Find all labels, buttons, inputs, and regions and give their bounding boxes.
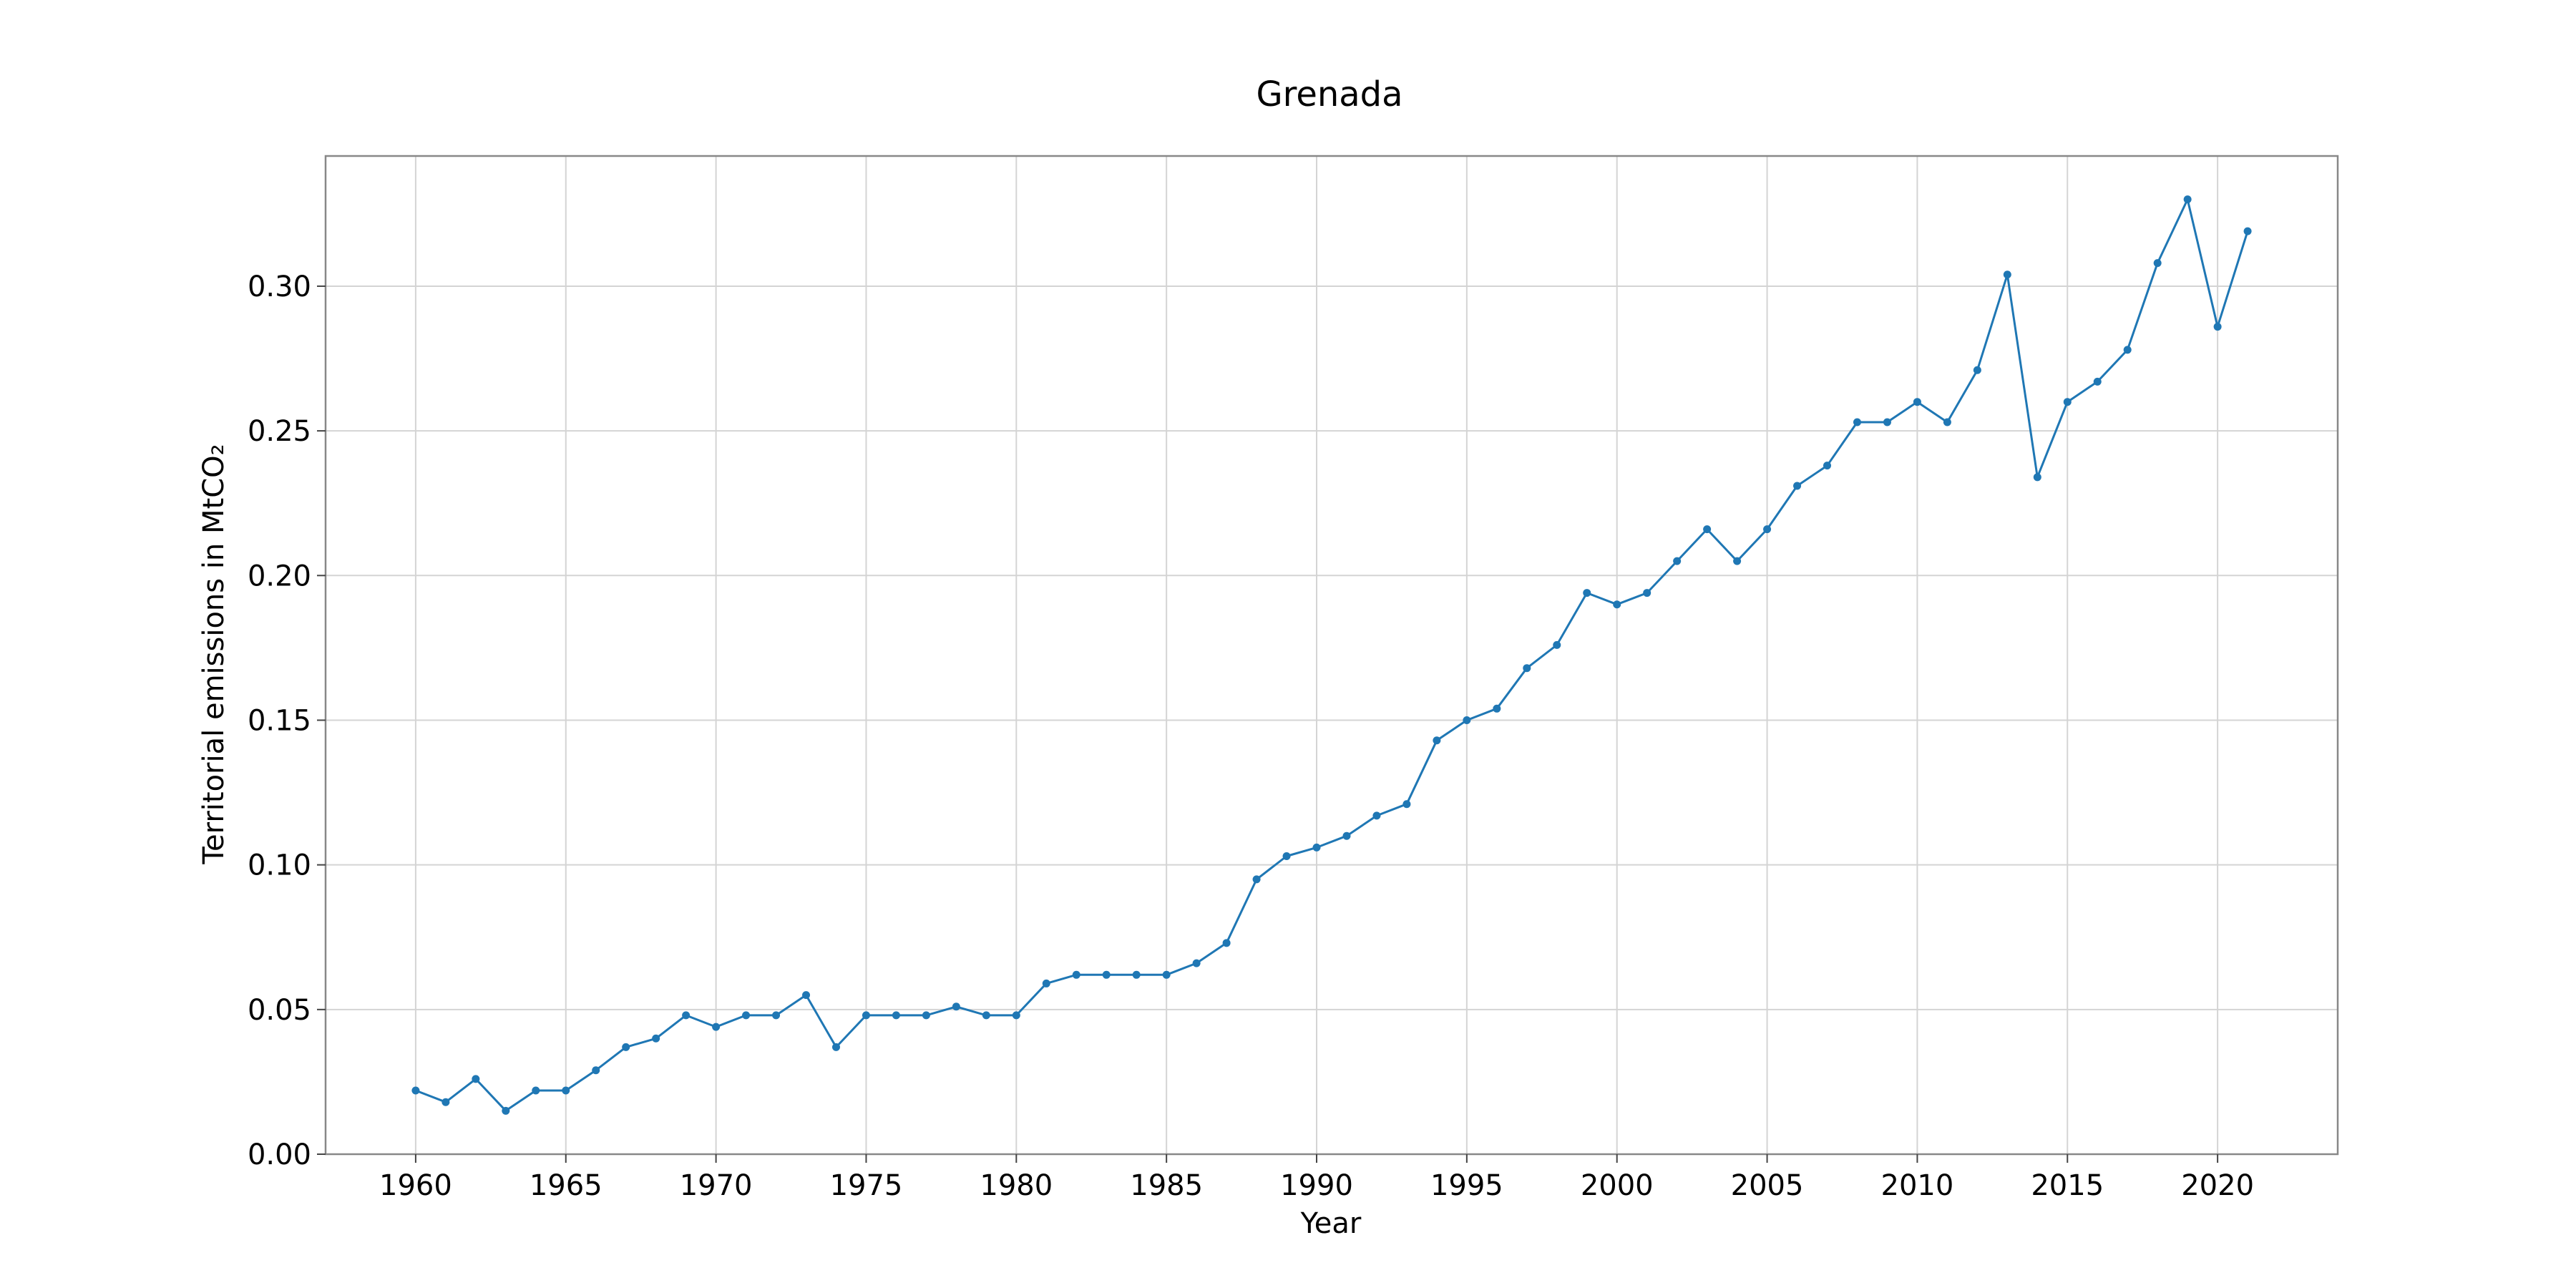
data-point <box>1703 525 1712 534</box>
data-point <box>1583 589 1591 597</box>
data-point <box>1012 1011 1020 1020</box>
x-tick-label: 2000 <box>1581 1169 1654 1202</box>
data-point <box>1252 875 1261 884</box>
data-point <box>831 1043 840 1051</box>
data-point <box>1192 959 1201 967</box>
data-point <box>982 1011 990 1020</box>
data-point <box>1613 600 1621 609</box>
data-point <box>1102 970 1111 979</box>
x-tick-label: 2005 <box>1731 1169 1804 1202</box>
data-point <box>1072 970 1080 979</box>
data-point <box>1763 525 1772 534</box>
data-point <box>1222 939 1231 947</box>
data-point <box>411 1086 420 1095</box>
data-point <box>2093 377 2102 386</box>
data-point <box>772 1011 781 1020</box>
data-point <box>1402 800 1411 809</box>
data-point <box>1733 557 1742 565</box>
data-point <box>802 991 811 1000</box>
y-tick-label: 0.05 <box>248 994 311 1027</box>
data-point <box>1282 852 1291 861</box>
data-point <box>1372 811 1381 820</box>
data-point <box>1823 462 1832 470</box>
data-point <box>952 1002 960 1011</box>
y-tick-label: 0.30 <box>248 270 311 303</box>
series-line <box>415 198 2249 1112</box>
x-tick-label: 1990 <box>1280 1169 1353 1202</box>
y-tick-label: 0.00 <box>248 1138 311 1171</box>
x-tick-label: 2020 <box>2181 1169 2254 1202</box>
y-tick-label: 0.10 <box>248 849 311 882</box>
data-point <box>2033 473 2041 482</box>
plot-frame <box>324 155 2339 1156</box>
data-point <box>712 1023 721 1031</box>
data-point <box>1042 979 1050 987</box>
chart-title: Grenada <box>1256 74 1402 114</box>
x-tick-label: 1965 <box>530 1169 602 1202</box>
data-point <box>2213 323 2222 331</box>
data-point <box>1162 970 1171 979</box>
data-point <box>922 1011 930 1020</box>
data-point <box>862 1011 870 1020</box>
y-axis: 0.00 0.05 0.10 0.15 0.20 0.25 0.30 <box>248 270 326 1171</box>
data-point <box>502 1106 510 1115</box>
data-point <box>1553 640 1561 649</box>
x-tick-label: 1970 <box>680 1169 753 1202</box>
data-point <box>1523 664 1531 673</box>
x-tick-label: 1960 <box>379 1169 452 1202</box>
data-point <box>441 1098 450 1106</box>
data-point <box>622 1043 630 1051</box>
data-point <box>1132 970 1141 979</box>
y-axis-label: Territorial emissions in MtCO₂ <box>197 444 230 864</box>
data-point <box>1463 716 1471 724</box>
x-tick-label: 1995 <box>1430 1169 1503 1202</box>
data-point <box>1943 418 1951 426</box>
data-point <box>592 1066 600 1075</box>
data-point <box>1342 831 1351 840</box>
data-point <box>562 1086 570 1095</box>
x-tick-label: 1980 <box>980 1169 1053 1202</box>
data-point <box>1493 704 1501 713</box>
data-point <box>652 1034 660 1043</box>
data-point <box>2153 259 2162 268</box>
data-point <box>2063 398 2072 406</box>
x-axis: 1960 1965 1970 1975 1980 1985 1990 1995 2000 2005… <box>379 1154 2254 1202</box>
data-point <box>2003 270 2011 279</box>
data-point <box>1312 843 1321 852</box>
data-point <box>892 1011 900 1020</box>
data-point <box>742 1011 751 1020</box>
data-point <box>532 1086 540 1095</box>
data-point <box>1973 366 1981 374</box>
x-tick-label: 2015 <box>2031 1169 2104 1202</box>
x-tick-label: 1985 <box>1130 1169 1203 1202</box>
data-point <box>2123 346 2132 354</box>
x-tick-label: 1975 <box>830 1169 903 1202</box>
y-tick-label: 0.15 <box>248 704 311 737</box>
data-point <box>1913 398 1921 406</box>
data-point <box>2183 195 2192 204</box>
x-tick-label: 2010 <box>1881 1169 1954 1202</box>
data-point <box>1793 482 1802 490</box>
data-point <box>472 1075 480 1083</box>
data-point <box>1883 418 1891 426</box>
grid <box>326 156 2338 1155</box>
series <box>411 195 2252 1115</box>
data-point <box>1433 736 1441 745</box>
data-point <box>1853 418 1861 426</box>
x-axis-label: Year <box>1300 1207 1362 1240</box>
y-tick-label: 0.25 <box>248 415 311 448</box>
data-point <box>1673 557 1682 565</box>
data-point <box>682 1011 691 1020</box>
y-tick-label: 0.20 <box>248 560 311 592</box>
data-point <box>2243 227 2252 235</box>
data-point <box>1643 589 1652 597</box>
